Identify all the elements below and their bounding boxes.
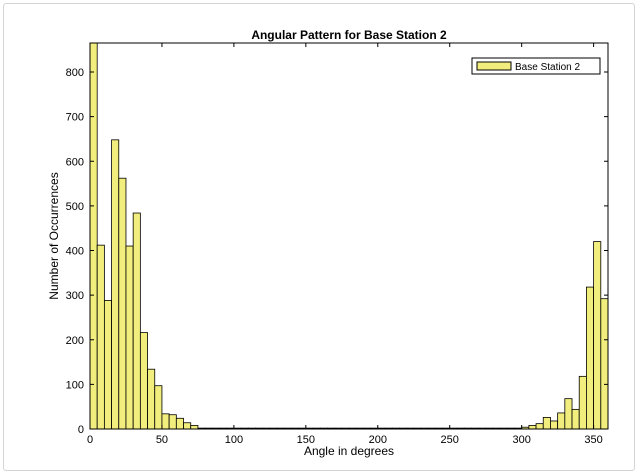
- histogram-bar: [103, 300, 112, 430]
- y-tick-label: 800: [66, 67, 84, 79]
- y-tick-label: 300: [66, 290, 84, 302]
- histogram-bar: [557, 412, 566, 430]
- histogram-bar: [550, 420, 559, 430]
- histogram-bar: [564, 398, 573, 430]
- x-tick-label: 200: [369, 434, 387, 446]
- x-tick-label: 100: [225, 434, 243, 446]
- legend: Base Station 2: [471, 57, 601, 75]
- ticks-layer: 0 50 100 150 200 250 300 350 0 100 200 300 400 500 600…: [66, 43, 608, 446]
- plot-border: [89, 42, 609, 430]
- y-tick-label: 500: [66, 201, 84, 213]
- x-tick-label: 50: [156, 434, 168, 446]
- bars-layer: [89, 42, 609, 430]
- histogram-bar: [535, 423, 544, 430]
- histogram-bar: [586, 286, 595, 430]
- x-tick-label: 150: [297, 434, 315, 446]
- histogram-bar: [571, 408, 580, 430]
- histogram-bar: [161, 413, 170, 430]
- y-tick-label: 0: [78, 424, 84, 436]
- y-tick-label: 200: [66, 335, 84, 347]
- histogram-bar: [96, 244, 105, 430]
- histogram-bar: [542, 416, 551, 430]
- x-tick-label: 0: [87, 434, 93, 446]
- histogram-bar: [175, 417, 184, 430]
- figure-frame: Angular Pattern for Base Station 2 0 50 10…: [3, 3, 635, 471]
- x-tick-label: 350: [584, 434, 602, 446]
- histogram-bar: [154, 385, 163, 430]
- y-axis-title: Number of Occurrences: [47, 172, 61, 299]
- y-tick-label: 700: [66, 112, 84, 124]
- histogram-bar: [111, 139, 120, 430]
- histogram-bar: [125, 245, 134, 430]
- histogram-chart: Angular Pattern for Base Station 2 0 50 10…: [47, 28, 609, 458]
- y-tick-label: 100: [66, 379, 84, 391]
- histogram-bar: [183, 422, 192, 430]
- x-axis-title: Angle in degrees: [304, 444, 394, 458]
- histogram-bar: [190, 425, 199, 430]
- histogram-bar: [147, 368, 156, 430]
- histogram-bar: [578, 375, 587, 430]
- histogram-bar: [168, 414, 177, 430]
- chart-title: Angular Pattern for Base Station 2: [251, 28, 447, 42]
- histogram-bar: [593, 241, 602, 430]
- histogram-bar: [132, 212, 141, 430]
- y-tick-label: 600: [66, 156, 84, 168]
- histogram-bar: [600, 298, 609, 430]
- histogram-bar: [139, 332, 148, 430]
- histogram-bar: [528, 425, 537, 430]
- y-tick-label: 400: [66, 246, 84, 258]
- histogram-bar: [89, 42, 98, 430]
- legend-swatch: [476, 61, 512, 71]
- x-tick-label: 250: [441, 434, 459, 446]
- legend-label: Base Station 2: [515, 62, 580, 73]
- plot-area: [89, 42, 609, 430]
- x-tick-label: 300: [512, 434, 530, 446]
- histogram-bar: [118, 177, 127, 430]
